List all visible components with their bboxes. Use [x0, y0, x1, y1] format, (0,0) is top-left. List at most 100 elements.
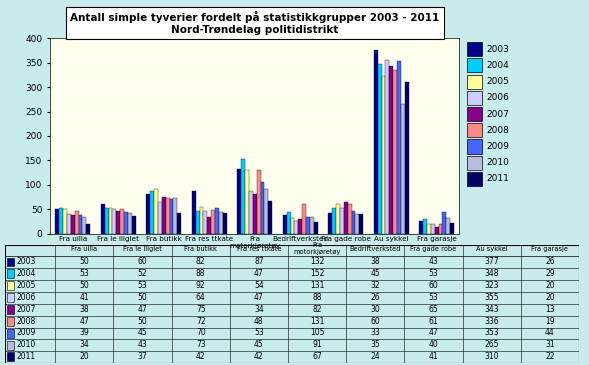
- Text: 2008: 2008: [487, 126, 509, 135]
- Bar: [87, 224, 90, 234]
- Bar: [352, 211, 355, 234]
- Text: 72: 72: [196, 316, 206, 326]
- Bar: [112, 209, 117, 234]
- Bar: [401, 104, 405, 234]
- Text: 336: 336: [484, 316, 499, 326]
- Bar: [196, 211, 200, 234]
- Bar: [108, 208, 112, 234]
- Text: 91: 91: [312, 340, 322, 349]
- Text: 131: 131: [310, 281, 325, 290]
- Bar: [249, 191, 253, 234]
- Text: 70: 70: [196, 328, 206, 337]
- Bar: [59, 208, 63, 234]
- Bar: [298, 219, 302, 234]
- Text: 265: 265: [484, 340, 499, 349]
- Text: Fra res ttkate: Fra res ttkate: [237, 246, 281, 252]
- Text: 2006: 2006: [487, 93, 509, 103]
- Bar: [340, 208, 344, 234]
- Bar: [450, 223, 454, 234]
- Text: 2007: 2007: [16, 305, 36, 314]
- FancyBboxPatch shape: [467, 42, 482, 56]
- Bar: [446, 219, 450, 234]
- Text: 24: 24: [370, 352, 380, 361]
- Bar: [158, 202, 162, 234]
- Bar: [7, 269, 14, 278]
- Text: 60: 60: [138, 257, 147, 266]
- Bar: [105, 208, 108, 234]
- Bar: [287, 212, 290, 234]
- Text: 75: 75: [196, 305, 206, 314]
- Bar: [419, 221, 423, 234]
- Text: 33: 33: [370, 328, 380, 337]
- Text: 65: 65: [429, 305, 438, 314]
- Text: 53: 53: [254, 328, 264, 337]
- Bar: [374, 50, 378, 234]
- Text: 29: 29: [545, 269, 555, 278]
- Text: 73: 73: [196, 340, 206, 349]
- Text: Fra
motorkjøretøy: Fra motorkjøretøy: [293, 242, 341, 255]
- Text: 20: 20: [545, 281, 555, 290]
- Bar: [427, 224, 431, 234]
- Text: 45: 45: [138, 328, 147, 337]
- Text: Au sykkel: Au sykkel: [476, 246, 508, 252]
- Text: 2008: 2008: [16, 316, 36, 326]
- Text: 343: 343: [484, 305, 499, 314]
- Text: 52: 52: [138, 269, 147, 278]
- Bar: [7, 353, 14, 361]
- Text: 2011: 2011: [487, 174, 509, 184]
- Bar: [423, 219, 427, 234]
- Bar: [211, 210, 215, 234]
- Text: 87: 87: [254, 257, 264, 266]
- Text: 2009: 2009: [16, 328, 36, 337]
- FancyBboxPatch shape: [467, 156, 482, 170]
- Text: 42: 42: [254, 352, 264, 361]
- Bar: [71, 215, 75, 234]
- Text: Fra gade robe: Fra gade robe: [411, 246, 456, 252]
- Bar: [431, 224, 435, 234]
- Text: Bedriftverksted: Bedriftverksted: [349, 246, 401, 252]
- Text: 34: 34: [254, 305, 264, 314]
- Bar: [290, 218, 294, 234]
- Text: 92: 92: [196, 281, 206, 290]
- Text: 26: 26: [370, 293, 380, 302]
- Text: 88: 88: [196, 269, 206, 278]
- Bar: [207, 217, 211, 234]
- Text: 37: 37: [138, 352, 147, 361]
- Text: 2004: 2004: [487, 61, 509, 70]
- Bar: [55, 209, 59, 234]
- Bar: [310, 216, 314, 234]
- Bar: [173, 198, 177, 234]
- Bar: [397, 61, 401, 234]
- Bar: [283, 215, 287, 234]
- Text: 45: 45: [254, 340, 264, 349]
- Text: 64: 64: [196, 293, 206, 302]
- Bar: [264, 189, 268, 234]
- Bar: [344, 202, 348, 234]
- Text: 355: 355: [484, 293, 499, 302]
- Text: 82: 82: [312, 305, 322, 314]
- Text: 2007: 2007: [487, 110, 509, 119]
- Text: 60: 60: [370, 316, 380, 326]
- Text: 2005: 2005: [16, 281, 36, 290]
- Text: 53: 53: [429, 293, 438, 302]
- Bar: [82, 217, 87, 234]
- Bar: [120, 209, 124, 234]
- Bar: [223, 213, 227, 234]
- Bar: [442, 212, 446, 234]
- Text: 38: 38: [370, 257, 380, 266]
- Bar: [7, 258, 14, 266]
- Bar: [177, 213, 181, 234]
- Bar: [203, 211, 207, 234]
- Text: 2004: 2004: [16, 269, 36, 278]
- FancyBboxPatch shape: [467, 123, 482, 137]
- Text: 45: 45: [370, 269, 380, 278]
- Bar: [170, 199, 173, 234]
- Text: 67: 67: [312, 352, 322, 361]
- Text: 13: 13: [545, 305, 555, 314]
- Bar: [241, 160, 245, 234]
- Text: 50: 50: [80, 257, 89, 266]
- Text: 47: 47: [80, 316, 89, 326]
- Text: 31: 31: [545, 340, 555, 349]
- Text: 88: 88: [312, 293, 322, 302]
- Text: 152: 152: [310, 269, 325, 278]
